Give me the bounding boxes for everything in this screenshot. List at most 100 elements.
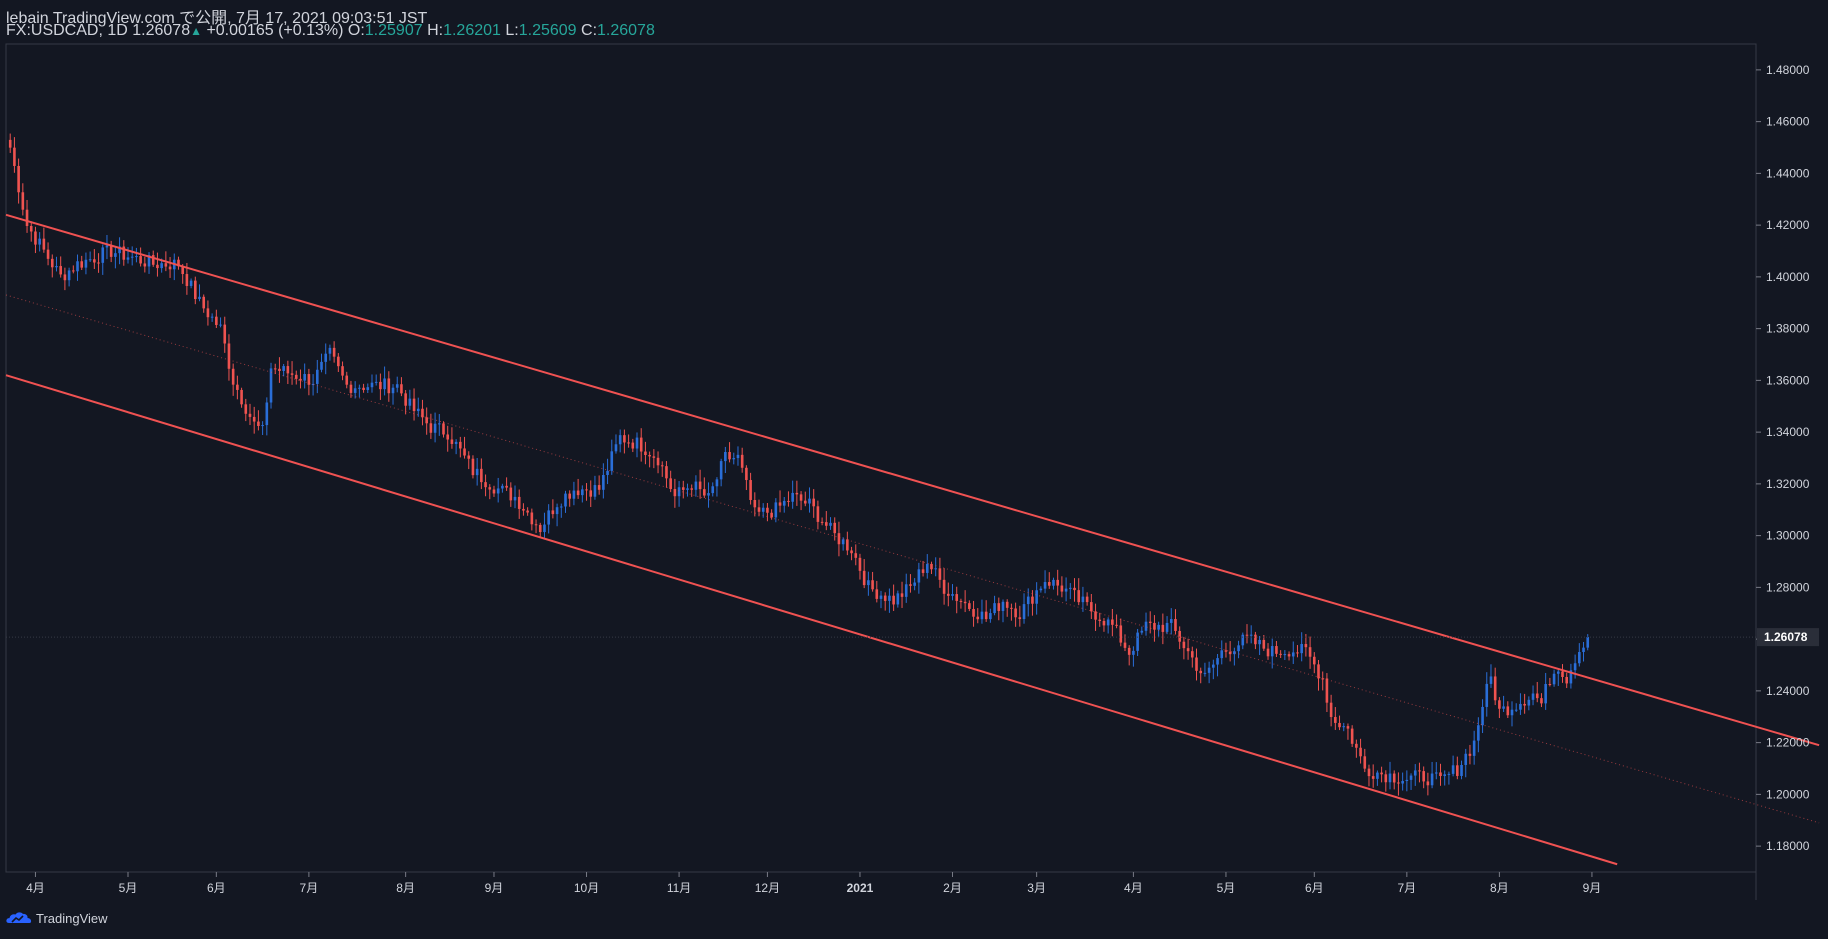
- x-tick-label: 4月: [26, 881, 45, 895]
- candle-body: [724, 452, 727, 462]
- candle-body: [829, 522, 832, 526]
- candle: [294, 370, 298, 385]
- candle-body: [648, 454, 651, 457]
- candle-body: [1573, 663, 1577, 671]
- x-tick-label: 10月: [574, 881, 599, 895]
- candle-body: [938, 568, 942, 580]
- candle: [349, 380, 353, 398]
- candle: [913, 578, 916, 591]
- candle-body: [1586, 637, 1590, 648]
- candle: [1094, 603, 1097, 631]
- candle-body: [694, 481, 698, 490]
- candle: [1258, 636, 1261, 656]
- candle: [766, 503, 769, 522]
- high-value: 1.26201: [443, 22, 501, 39]
- candle-body: [1245, 634, 1249, 636]
- candle: [311, 374, 315, 396]
- candle-body: [1477, 725, 1480, 741]
- candle: [101, 244, 105, 275]
- candle: [1409, 773, 1413, 790]
- candle: [1178, 626, 1181, 650]
- candle: [135, 247, 138, 263]
- candle: [526, 507, 529, 516]
- candle-body: [1031, 596, 1034, 604]
- candle-body: [585, 489, 588, 491]
- current-price-label: 1.26078: [1764, 630, 1808, 644]
- candle-body: [614, 444, 618, 452]
- candle: [1355, 739, 1358, 758]
- candle: [1010, 603, 1013, 621]
- candle-body: [934, 568, 937, 570]
- candle-body: [484, 482, 487, 488]
- candle-body: [1502, 706, 1505, 709]
- candle: [1514, 703, 1518, 713]
- candle: [614, 434, 618, 454]
- candle-body: [711, 486, 715, 494]
- candle: [408, 389, 412, 410]
- candle-body: [307, 374, 311, 385]
- candle: [421, 399, 424, 426]
- candle-body: [257, 421, 260, 426]
- candle: [1161, 613, 1165, 645]
- candle: [1392, 770, 1396, 790]
- candle: [320, 353, 323, 373]
- candle: [522, 503, 525, 516]
- candle: [639, 428, 643, 462]
- candle: [1447, 771, 1451, 785]
- candle-body: [576, 490, 580, 496]
- candle: [387, 371, 391, 402]
- candle-body: [88, 259, 92, 261]
- candle: [572, 481, 576, 506]
- candle-body: [1060, 585, 1064, 592]
- candle-body: [156, 264, 159, 269]
- candle: [774, 498, 778, 523]
- candle: [1014, 602, 1017, 627]
- candle: [307, 368, 311, 396]
- candle-body: [442, 423, 445, 435]
- candle: [1578, 643, 1581, 667]
- candle: [193, 276, 197, 305]
- candle-body: [1178, 630, 1181, 642]
- candle-body: [1519, 703, 1522, 710]
- candle-body: [925, 563, 929, 573]
- candle-body: [349, 384, 353, 393]
- candle: [337, 353, 340, 372]
- candle-body: [778, 502, 782, 506]
- candle: [833, 517, 837, 541]
- candle-body: [1329, 702, 1333, 718]
- candle: [496, 477, 500, 503]
- candle-body: [959, 600, 963, 602]
- y-tick-label: 1.32000: [1766, 477, 1810, 491]
- candle-body: [875, 589, 879, 599]
- candle: [610, 439, 614, 475]
- candle: [198, 284, 201, 302]
- candle-body: [480, 468, 483, 483]
- candle-body: [631, 442, 635, 449]
- candle: [38, 232, 41, 252]
- candle: [1334, 707, 1337, 730]
- candle: [1502, 695, 1505, 712]
- y-tick-label: 1.38000: [1766, 322, 1810, 336]
- candle-body: [1346, 726, 1350, 729]
- candle: [282, 363, 285, 377]
- candle: [1001, 599, 1005, 623]
- candle-body: [888, 595, 891, 601]
- candle-body: [568, 493, 572, 499]
- candle-body: [324, 353, 328, 362]
- candle-body: [1363, 756, 1367, 769]
- candle: [858, 553, 862, 580]
- candle-body: [1439, 772, 1442, 777]
- candle: [1106, 617, 1110, 634]
- candle: [328, 344, 332, 361]
- candle-body: [1254, 634, 1257, 645]
- footer-branding[interactable]: TradingView: [6, 910, 108, 926]
- candle: [257, 410, 260, 431]
- candle: [816, 500, 820, 530]
- candle: [1249, 625, 1253, 644]
- symbol-label[interactable]: FX:USDCAD, 1D: [6, 22, 128, 39]
- candle-body: [530, 512, 534, 525]
- candle-body: [623, 435, 626, 443]
- candle: [55, 256, 58, 272]
- candle: [1506, 701, 1510, 719]
